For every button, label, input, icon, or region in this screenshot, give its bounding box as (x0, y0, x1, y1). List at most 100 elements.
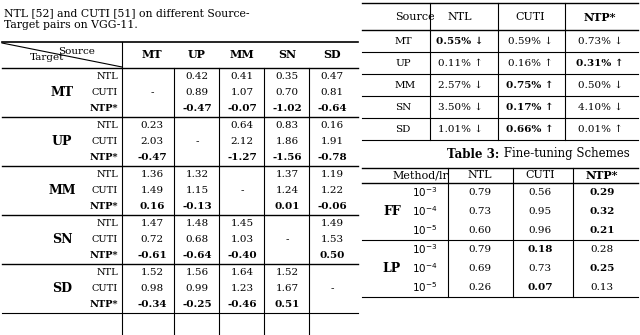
Text: NTL: NTL (96, 219, 118, 228)
Text: 1.52: 1.52 (275, 268, 299, 277)
Text: 0.73: 0.73 (529, 264, 552, 273)
Text: Method/lr: Method/lr (392, 171, 448, 181)
Text: 2.12: 2.12 (230, 137, 253, 146)
Text: 0.66% ↑: 0.66% ↑ (506, 125, 554, 134)
Text: -1.02: -1.02 (272, 104, 302, 113)
Text: -0.47: -0.47 (137, 153, 167, 162)
Text: 1.47: 1.47 (140, 219, 164, 228)
Text: 1.36: 1.36 (140, 170, 164, 179)
Text: 1.15: 1.15 (186, 186, 209, 195)
Text: Source: Source (395, 12, 435, 22)
Text: LP: LP (383, 262, 401, 275)
Text: 0.21: 0.21 (589, 226, 615, 235)
Text: $10^{-3}$: $10^{-3}$ (412, 243, 438, 256)
Text: 1.64: 1.64 (230, 268, 253, 277)
Text: $10^{-3}$: $10^{-3}$ (412, 186, 438, 199)
Text: NTL [52] and CUTI [51] on different Source-: NTL [52] and CUTI [51] on different Sour… (4, 8, 250, 18)
Text: -0.78: -0.78 (317, 153, 347, 162)
Text: 1.67: 1.67 (275, 284, 299, 293)
Text: 0.50% ↓: 0.50% ↓ (577, 80, 623, 89)
Text: 0.17% ↑: 0.17% ↑ (506, 103, 554, 112)
Text: 0.73: 0.73 (468, 207, 492, 216)
Text: Target pairs on VGG-11.: Target pairs on VGG-11. (4, 20, 138, 30)
Text: FF: FF (383, 205, 401, 218)
Text: MM: MM (230, 50, 254, 61)
Text: 0.26: 0.26 (468, 283, 492, 292)
Text: UP: UP (395, 59, 411, 67)
Text: 0.28: 0.28 (591, 245, 614, 254)
Text: -: - (285, 235, 289, 244)
Text: 1.48: 1.48 (186, 219, 209, 228)
Text: 0.47: 0.47 (321, 72, 344, 81)
Text: 1.23: 1.23 (230, 284, 253, 293)
Text: 1.32: 1.32 (186, 170, 209, 179)
Text: -1.27: -1.27 (227, 153, 257, 162)
Text: SD: SD (52, 282, 72, 295)
Text: NTL: NTL (96, 121, 118, 130)
Text: 1.56: 1.56 (186, 268, 209, 277)
Text: 4.10% ↓: 4.10% ↓ (577, 103, 623, 112)
Text: 1.91: 1.91 (321, 137, 344, 146)
Text: 1.22: 1.22 (321, 186, 344, 195)
Text: 0.59% ↓: 0.59% ↓ (508, 37, 552, 46)
Text: 1.53: 1.53 (321, 235, 344, 244)
Text: $10^{-4}$: $10^{-4}$ (412, 205, 438, 218)
Text: -0.34: -0.34 (137, 300, 167, 309)
Text: -0.61: -0.61 (137, 251, 167, 260)
Text: NTL: NTL (96, 268, 118, 277)
Text: 0.89: 0.89 (186, 88, 209, 97)
Text: 0.41: 0.41 (230, 72, 253, 81)
Text: 0.79: 0.79 (468, 188, 492, 197)
Text: Table 3:: Table 3: (447, 147, 499, 160)
Text: 0.29: 0.29 (589, 188, 614, 197)
Text: 1.24: 1.24 (275, 186, 299, 195)
Text: 0.81: 0.81 (321, 88, 344, 97)
Text: NTL: NTL (96, 170, 118, 179)
Text: 0.69: 0.69 (468, 264, 492, 273)
Text: CUTI: CUTI (92, 284, 118, 293)
Text: 0.13: 0.13 (591, 283, 614, 292)
Text: 1.49: 1.49 (140, 186, 164, 195)
Text: 0.99: 0.99 (186, 284, 209, 293)
Text: SN: SN (52, 233, 72, 246)
Text: NTL: NTL (96, 72, 118, 81)
Text: Fine-tuning Schemes: Fine-tuning Schemes (499, 147, 629, 160)
Text: 0.07: 0.07 (527, 283, 553, 292)
Text: 0.64: 0.64 (230, 121, 253, 130)
Text: NTL: NTL (448, 12, 472, 22)
Text: 3.50% ↓: 3.50% ↓ (438, 103, 483, 112)
Text: 0.95: 0.95 (529, 207, 552, 216)
Text: NTP*: NTP* (90, 153, 118, 162)
Text: Target: Target (30, 54, 65, 63)
Text: -0.64: -0.64 (182, 251, 212, 260)
Text: NTP*: NTP* (90, 104, 118, 113)
Text: NTP*: NTP* (90, 251, 118, 260)
Text: 0.83: 0.83 (275, 121, 299, 130)
Text: MT: MT (395, 37, 413, 46)
Text: UP: UP (188, 50, 206, 61)
Text: 1.19: 1.19 (321, 170, 344, 179)
Text: -1.56: -1.56 (272, 153, 302, 162)
Text: MM: MM (395, 80, 416, 89)
Text: 0.96: 0.96 (529, 226, 552, 235)
Text: CUTI: CUTI (525, 171, 555, 181)
Text: 2.03: 2.03 (140, 137, 164, 146)
Text: UP: UP (52, 135, 72, 148)
Text: 0.42: 0.42 (186, 72, 209, 81)
Text: Source: Source (58, 47, 95, 56)
Text: 1.37: 1.37 (275, 170, 299, 179)
Text: 0.50: 0.50 (319, 251, 345, 260)
Text: 1.03: 1.03 (230, 235, 253, 244)
Text: 0.23: 0.23 (140, 121, 164, 130)
Text: 0.25: 0.25 (589, 264, 614, 273)
Text: CUTI: CUTI (515, 12, 545, 22)
Text: NTP*: NTP* (90, 300, 118, 309)
Text: -0.13: -0.13 (182, 202, 212, 211)
Text: NTL: NTL (468, 171, 492, 181)
Text: 0.56: 0.56 (529, 188, 552, 197)
Text: 0.01% ↑: 0.01% ↑ (577, 125, 623, 134)
Text: -0.46: -0.46 (227, 300, 257, 309)
Text: 0.31% ↑: 0.31% ↑ (576, 59, 624, 67)
Text: SD: SD (395, 125, 410, 134)
Text: -: - (195, 137, 199, 146)
